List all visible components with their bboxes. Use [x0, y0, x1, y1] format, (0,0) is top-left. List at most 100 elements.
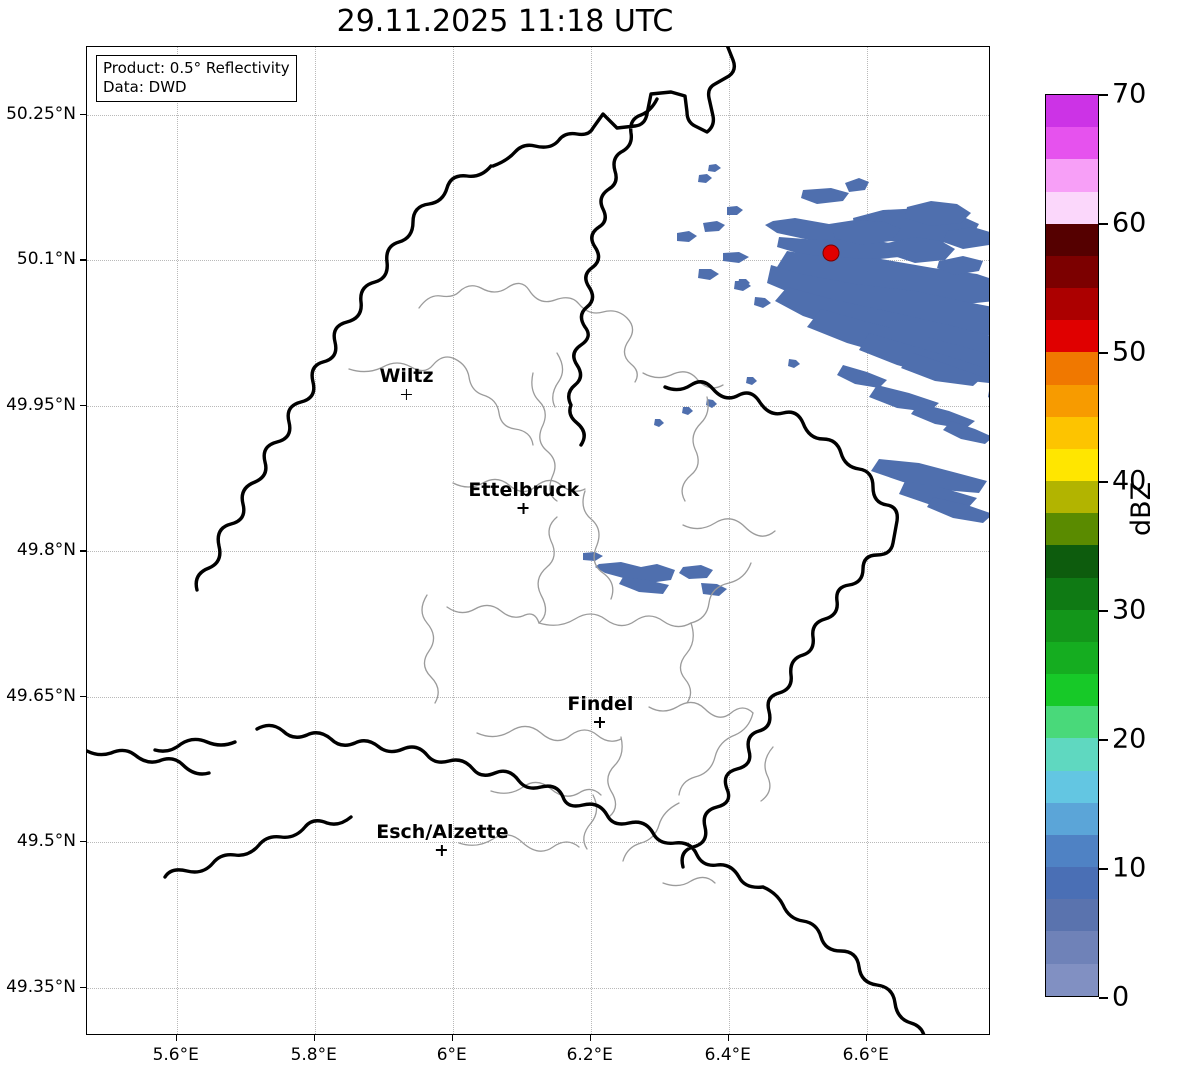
- colorbar-band: [1046, 609, 1098, 642]
- latitude-tick-label: 49.95°N: [6, 394, 76, 415]
- gridline-vertical: [452, 47, 454, 1034]
- gridline-vertical: [866, 47, 868, 1034]
- colorbar-band: [1046, 577, 1098, 610]
- colorbar-band: [1046, 481, 1098, 514]
- colorbar-band: [1046, 288, 1098, 321]
- latitude-tick-mark: [80, 259, 86, 261]
- colorbar-tick-label: 20: [1112, 723, 1147, 755]
- colorbar-band: [1046, 834, 1098, 868]
- city-cross-icon: [593, 716, 607, 730]
- colorbar-band: [1046, 931, 1098, 964]
- gridline-horizontal: [87, 987, 989, 989]
- colorbar-band: [1046, 802, 1098, 835]
- city-label-esch-alzette: Esch/Alzette: [376, 821, 508, 858]
- colorbar-tick-label: 30: [1112, 594, 1147, 626]
- longitude-tick-mark: [313, 1035, 316, 1041]
- colorbar-tick-mark: [1099, 868, 1108, 870]
- gridline-vertical: [176, 47, 178, 1034]
- latitude-tick-mark: [80, 550, 86, 552]
- colorbar-band: [1046, 706, 1098, 739]
- gridline-horizontal: [87, 114, 989, 116]
- page-title: 29.11.2025 11:18 UTC: [336, 4, 674, 39]
- colorbar-band: [1046, 384, 1098, 417]
- colorbar-band: [1046, 545, 1098, 578]
- longitude-tick-label: 6.6°E: [842, 1045, 889, 1065]
- info-product-line: Product: 0.5° Reflectivity: [103, 59, 290, 77]
- colorbar-tick-mark: [1099, 610, 1108, 612]
- gridline-horizontal: [87, 842, 989, 844]
- longitude-tick-label: 6.4°E: [704, 1045, 751, 1065]
- colorbar-band: [1046, 867, 1098, 900]
- longitude-tick-label: 6°E: [436, 1045, 467, 1065]
- colorbar-tick-mark: [1099, 352, 1108, 354]
- longitude-tick-mark: [589, 1035, 592, 1041]
- longitude-tick-label: 6.2°E: [566, 1045, 613, 1065]
- city-name: Esch/Alzette: [376, 820, 509, 843]
- colorbar-tick-mark: [1099, 94, 1108, 96]
- gridline-horizontal: [87, 551, 989, 553]
- city-label-wiltz: Wiltz: [379, 365, 434, 402]
- colorbar-band: [1046, 95, 1098, 128]
- latitude-tick-label: 50.25°N: [6, 103, 76, 124]
- gridline-horizontal: [87, 260, 989, 262]
- info-data-line: Data: DWD: [103, 78, 187, 97]
- colorbar-band: [1046, 223, 1098, 256]
- colorbar-tick-label: 40: [1112, 465, 1147, 497]
- gridline-vertical: [590, 47, 592, 1034]
- colorbar-band: [1046, 738, 1098, 771]
- latitude-tick-label: 50.1°N: [16, 249, 76, 270]
- colorbar-band: [1046, 127, 1098, 160]
- colorbar-tick-mark: [1099, 223, 1108, 225]
- gridline-horizontal: [87, 696, 989, 698]
- colorbar-band: [1046, 513, 1098, 546]
- gridline-vertical: [728, 47, 730, 1034]
- colorbar-band: [1046, 641, 1098, 675]
- colorbar-tick-label: 70: [1112, 78, 1147, 110]
- colorbar-axis-label: dBZ: [1126, 481, 1157, 536]
- product-info-box: Product: 0.5° Reflectivity Data: DWD: [96, 55, 297, 103]
- colorbar-tick-mark: [1099, 739, 1108, 741]
- colorbar-tick-label: 10: [1112, 852, 1147, 884]
- city-name: Ettelbruck: [468, 478, 580, 501]
- latitude-tick-mark: [80, 986, 86, 988]
- latitude-tick-mark: [80, 841, 86, 843]
- city-label-ettelbruck: Ettelbruck: [468, 479, 579, 516]
- latitude-tick-mark: [80, 113, 86, 116]
- city-name: Wiltz: [379, 365, 434, 388]
- colorbar-tick-label: 60: [1112, 207, 1147, 239]
- latitude-tick-label: 49.65°N: [6, 685, 76, 706]
- canton-boundaries: [348, 282, 776, 887]
- colorbar-band: [1046, 191, 1098, 224]
- colorbar-band: [1046, 448, 1098, 482]
- colorbar-band: [1046, 770, 1098, 803]
- map-plot-area[interactable]: Wiltz Ettelbruck Findel Esch/Alzette Produc…: [86, 46, 990, 1035]
- colorbar-band: [1046, 963, 1098, 996]
- colorbar: [1045, 94, 1099, 997]
- longitude-tick-mark: [865, 1035, 868, 1041]
- longitude-tick-label: 5.8°E: [290, 1045, 337, 1065]
- colorbar-band: [1046, 159, 1098, 192]
- city-cross-icon: [400, 388, 414, 402]
- colorbar-band: [1046, 320, 1098, 353]
- gridline-vertical: [314, 47, 316, 1034]
- longitude-tick-mark: [175, 1035, 178, 1041]
- colorbar-band: [1046, 899, 1098, 932]
- colorbar-tick-label: 50: [1112, 336, 1147, 368]
- colorbar-tick-mark: [1099, 481, 1108, 483]
- longitude-tick-label: 5.6°E: [152, 1045, 199, 1065]
- city-label-findel: Findel: [567, 693, 633, 730]
- colorbar-tick-label: 0: [1112, 981, 1130, 1013]
- longitude-tick-mark: [727, 1035, 730, 1041]
- city-cross-icon: [517, 502, 531, 516]
- latitude-tick-label: 49.5°N: [16, 831, 76, 852]
- latitude-tick-label: 49.35°N: [6, 976, 76, 997]
- longitude-tick-mark: [451, 1035, 454, 1041]
- radar-echo-layer: [583, 164, 989, 596]
- map-geography: [87, 47, 989, 1034]
- radar-site-marker[interactable]: [822, 244, 840, 262]
- gridline-horizontal: [87, 405, 989, 407]
- colorbar-tick-mark: [1099, 997, 1108, 999]
- city-name: Findel: [567, 692, 634, 715]
- country-border: [87, 47, 926, 1034]
